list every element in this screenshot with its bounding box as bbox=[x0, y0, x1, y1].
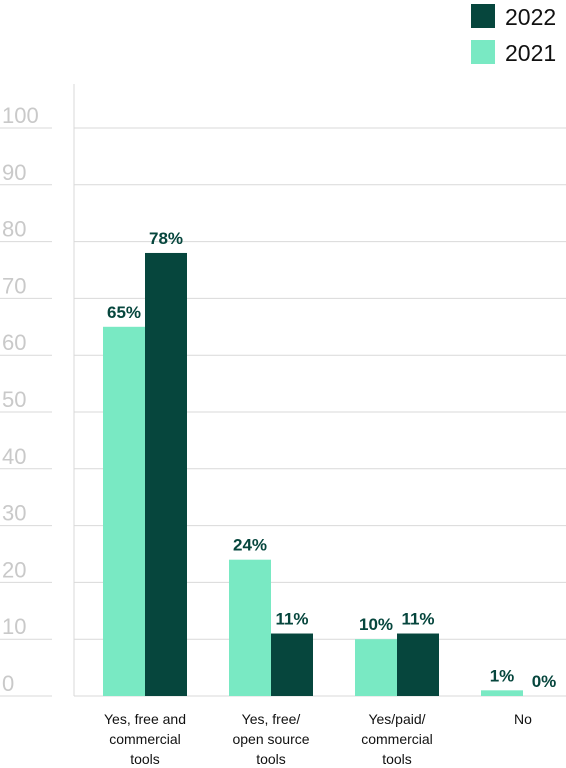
data-label-2022: 11% bbox=[275, 610, 308, 629]
bar-2021 bbox=[103, 326, 145, 696]
category-label: tools bbox=[256, 751, 286, 767]
y-tick-label: 10 bbox=[2, 614, 26, 639]
x-axis-categories: Yes, free and commercial tools Yes, free/op… bbox=[104, 711, 532, 767]
bar-2021 bbox=[229, 559, 271, 696]
category-label: commercial bbox=[109, 731, 181, 747]
category-label: Yes, free/ bbox=[242, 711, 301, 727]
y-tick-label: 60 bbox=[2, 330, 26, 355]
y-tick-label: 80 bbox=[2, 217, 26, 242]
y-tick-label: 0 bbox=[2, 671, 14, 696]
category-label: tools bbox=[382, 751, 412, 767]
y-tick-label: 30 bbox=[2, 501, 26, 526]
bar-2022 bbox=[397, 633, 439, 696]
y-tick-label: 100 bbox=[2, 103, 39, 128]
category-label: Yes, free and bbox=[104, 711, 186, 727]
data-labels: 65% 24% 10% 1% 78% 11% 11% 0% bbox=[107, 229, 556, 691]
bar-2021 bbox=[481, 690, 523, 696]
bars bbox=[103, 252, 523, 696]
bar-2022 bbox=[271, 633, 313, 696]
category-label: Yes/paid/ bbox=[368, 711, 425, 727]
legend-swatch-2022 bbox=[471, 4, 495, 28]
data-label-2022: 0% bbox=[532, 672, 557, 691]
legend-swatch-2021 bbox=[471, 40, 495, 64]
legend-label-2022: 2022 bbox=[505, 4, 556, 30]
bar-2022 bbox=[145, 252, 187, 696]
category-label: commercial bbox=[361, 731, 433, 747]
data-label-2021: 65% bbox=[107, 303, 141, 322]
data-label-2021: 24% bbox=[233, 536, 267, 555]
y-tick-label: 50 bbox=[2, 387, 26, 412]
y-tick-label: 20 bbox=[2, 557, 26, 582]
data-label-2022: 11% bbox=[401, 610, 434, 629]
bar-2021 bbox=[355, 639, 397, 696]
y-axis-ticks: 0 10 20 30 40 50 60 70 80 90 100 bbox=[0, 103, 52, 697]
data-label-2021: 10% bbox=[359, 615, 393, 634]
category-label: open source bbox=[232, 731, 309, 747]
legend-label-2021: 2021 bbox=[505, 40, 556, 66]
y-tick-label: 70 bbox=[2, 273, 26, 298]
y-tick-label: 90 bbox=[2, 160, 26, 185]
category-label: No bbox=[514, 711, 532, 727]
category-label: tools bbox=[130, 751, 160, 767]
data-label-2021: 1% bbox=[490, 666, 515, 685]
legend: 2022 2021 bbox=[471, 4, 556, 66]
data-label-2022: 78% bbox=[149, 229, 183, 248]
y-tick-label: 40 bbox=[2, 444, 26, 469]
